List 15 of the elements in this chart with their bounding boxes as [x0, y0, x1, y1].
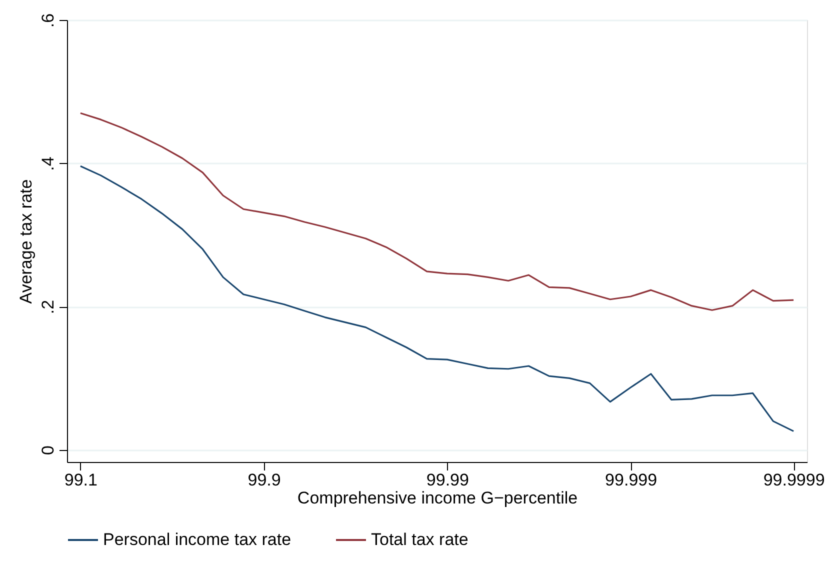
y-axis-title: Average tax rate	[16, 179, 36, 304]
x-axis-title: Comprehensive income G−percentile	[297, 488, 578, 508]
y-tick-label: .4	[38, 156, 58, 171]
line-series	[80, 165, 794, 432]
legend-label: Personal income tax rate	[103, 530, 292, 549]
x-tick-label: 99.9999	[763, 470, 825, 490]
x-tick-label: 99.1	[64, 470, 98, 490]
legend-label: Total tax rate	[371, 530, 468, 549]
y-tick-label: .2	[38, 300, 58, 314]
y-tick-label: .6	[38, 13, 58, 28]
y-tick-label: 0	[38, 446, 58, 456]
x-tick-label: 99.999	[605, 470, 658, 490]
x-tick-label: 99.9	[248, 470, 281, 490]
x-tick-label: 99.99	[426, 470, 469, 490]
line-series	[80, 112, 794, 311]
